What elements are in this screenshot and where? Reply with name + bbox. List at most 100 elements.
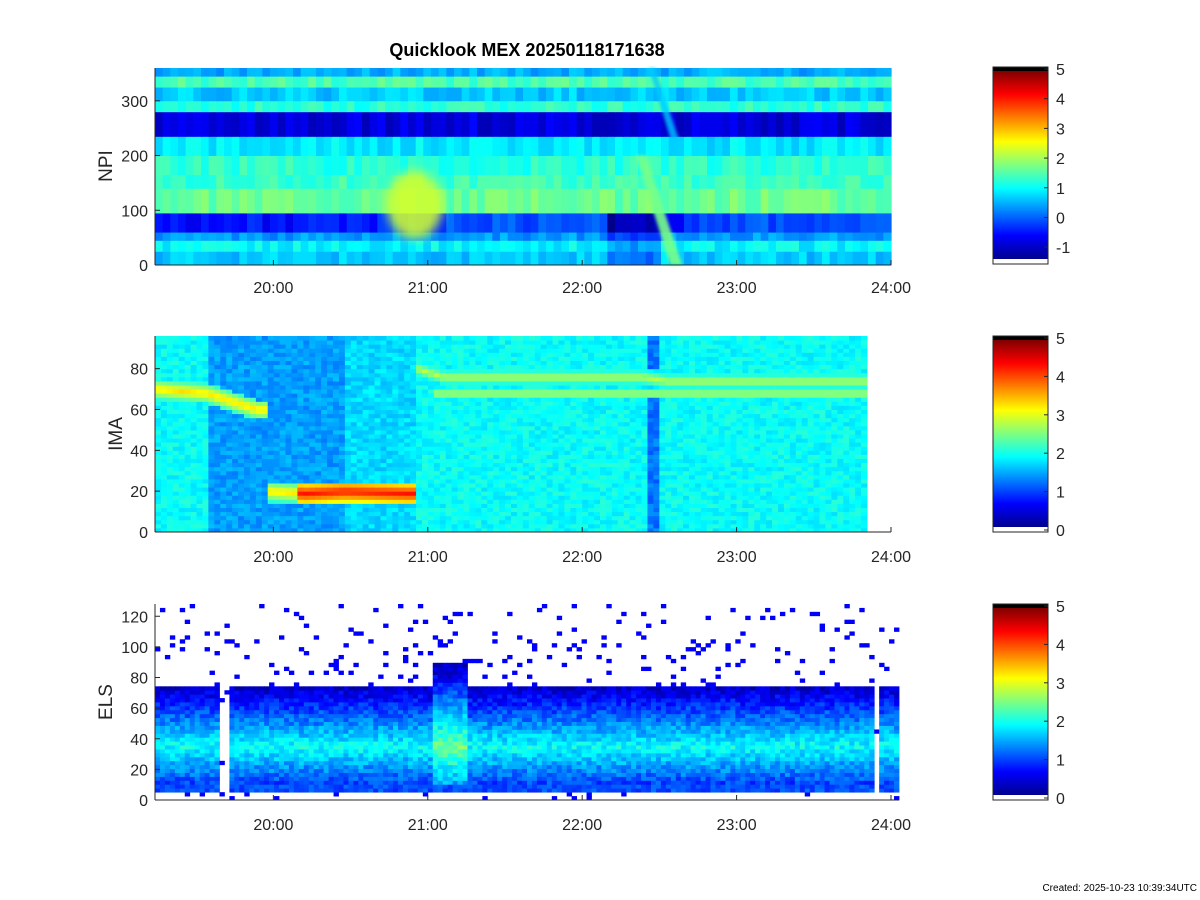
ima-cell xyxy=(350,470,358,476)
ima-cell xyxy=(362,336,370,341)
ima-cell xyxy=(600,348,607,353)
ima-cell xyxy=(505,372,512,378)
npi-cell xyxy=(668,155,677,176)
ima-cell xyxy=(244,385,251,390)
ima-cell xyxy=(410,389,417,394)
ima-cell xyxy=(166,438,174,443)
ima-cell xyxy=(605,507,613,513)
ima-cell xyxy=(588,527,595,533)
ima-cell xyxy=(422,527,429,533)
ima-cell xyxy=(392,397,399,402)
ima-cell xyxy=(190,474,198,480)
ima-cell xyxy=(546,421,554,427)
ima-cell xyxy=(588,478,595,484)
ima-cell xyxy=(238,462,245,468)
ima-cell xyxy=(457,401,465,406)
ima-cell xyxy=(338,372,346,378)
ima-cell xyxy=(439,491,447,496)
ima-cell xyxy=(481,360,488,366)
npi-cell xyxy=(714,213,723,233)
ima-cell xyxy=(522,474,530,480)
ima-cell xyxy=(374,487,381,492)
ima-cell xyxy=(255,434,263,439)
ima-cell xyxy=(546,401,554,406)
ima-cell xyxy=(511,344,518,349)
ima-cell xyxy=(570,389,577,394)
npi-cell xyxy=(883,155,892,176)
npi-cell xyxy=(814,232,823,241)
ima-cell xyxy=(588,511,595,517)
npi-cell xyxy=(645,251,654,266)
ima-cell xyxy=(505,385,512,390)
ima-cell xyxy=(267,405,275,410)
ima-cell xyxy=(505,454,512,459)
ima-cell xyxy=(214,356,221,361)
npi-cell xyxy=(254,76,263,88)
npi-cell xyxy=(231,213,240,233)
ima-cell xyxy=(190,413,198,419)
ima-cell xyxy=(564,336,571,341)
npi-cell xyxy=(331,251,340,266)
ima-cell xyxy=(333,511,340,517)
npi-cell xyxy=(868,251,877,266)
npi-cell xyxy=(431,87,440,102)
ima-cell xyxy=(196,503,203,508)
npi-cell xyxy=(852,174,861,189)
ima-cell xyxy=(297,385,304,390)
npi-cell xyxy=(170,240,179,252)
ima-cell xyxy=(540,450,548,455)
ima-cell xyxy=(261,380,269,386)
npi-cell xyxy=(155,232,164,241)
ima-cell xyxy=(534,519,542,525)
npi-cell xyxy=(155,87,164,102)
ima-cell xyxy=(416,397,423,402)
ima-cell xyxy=(279,405,287,410)
ima-cell xyxy=(386,499,393,504)
npi-cell xyxy=(668,76,677,88)
npi-cell xyxy=(791,68,800,77)
npi-cell xyxy=(293,87,302,102)
ima-cell xyxy=(493,470,500,476)
npi-cell xyxy=(576,111,585,137)
npi-cell xyxy=(231,111,240,137)
ima-cell xyxy=(463,519,470,525)
npi-cell xyxy=(530,251,539,266)
npi-cell xyxy=(346,155,355,176)
ima-cell xyxy=(600,409,607,415)
ima-cell xyxy=(439,466,447,472)
ima-cell xyxy=(546,503,554,508)
npi-cell xyxy=(676,240,685,252)
ima-cell xyxy=(374,523,381,529)
ima-cell xyxy=(178,454,186,459)
npi-cell xyxy=(707,232,716,241)
npi-cell xyxy=(638,240,647,252)
ima-cell xyxy=(422,372,429,378)
npi-cell xyxy=(461,76,470,88)
ima-cell xyxy=(540,458,548,464)
ima-cell xyxy=(279,421,287,427)
ima-cell xyxy=(469,401,476,406)
ima-cell xyxy=(261,487,269,492)
ima-cell xyxy=(178,507,186,513)
ima-cell xyxy=(244,425,251,431)
npi-cell xyxy=(806,232,815,241)
ima-cell xyxy=(481,376,488,382)
ima-cell xyxy=(297,474,304,480)
ima-cell xyxy=(338,425,346,431)
npi-cell xyxy=(714,87,723,102)
ima-cell xyxy=(166,372,174,378)
ima-cell xyxy=(338,523,346,529)
ima-cell xyxy=(481,434,488,439)
ima-cell xyxy=(505,434,512,439)
ima-cell xyxy=(427,336,435,341)
ima-cell xyxy=(226,466,233,472)
ima-cell xyxy=(356,344,364,349)
ima-cell xyxy=(232,344,239,349)
ima-cell xyxy=(356,515,364,521)
ima-cell xyxy=(297,450,304,455)
npi-cell xyxy=(661,251,670,266)
npi-ytick-label: 0 xyxy=(139,258,148,275)
ima-cell xyxy=(558,507,565,513)
ima-cell xyxy=(291,336,298,341)
ima-cell xyxy=(350,511,358,517)
